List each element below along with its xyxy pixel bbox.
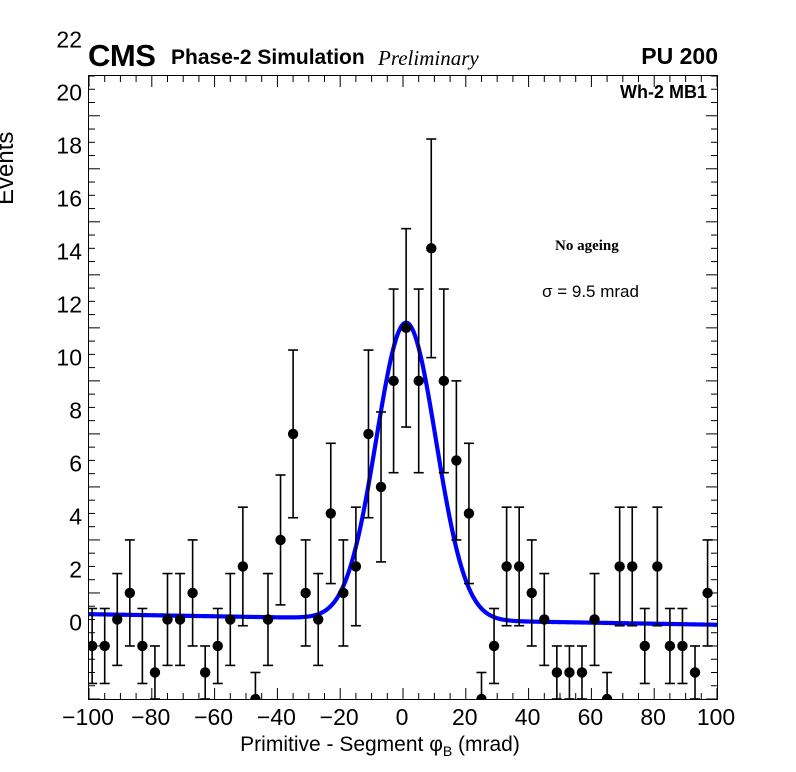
x-tick-label: 0 [395, 704, 409, 730]
x-tick-label: 40 [514, 704, 541, 730]
y-tick-label: 2 [69, 556, 82, 583]
x-axis-title: Primitive - Segment φB (mrad) [240, 733, 520, 759]
y-tick-label: 20 [56, 79, 82, 106]
y-tick-label: 0 [69, 609, 82, 636]
y-tick-label: 8 [69, 397, 82, 424]
y-tick-label: 10 [56, 344, 82, 371]
x-tick-label: 100 [696, 704, 736, 730]
x-tick-label: 80 [640, 704, 666, 730]
y-axis-tick-labels: 0 2 4 6 8 10 12 14 16 18 20 22 [32, 0, 82, 635]
y-tick-label: 22 [56, 26, 82, 53]
y-tick-label: 18 [56, 132, 82, 159]
sigma-annotation: σ = 9.5 mrad [542, 282, 639, 301]
cms-preliminary-label: Preliminary [378, 46, 479, 70]
y-axis-title: Events [0, 131, 19, 205]
y-tick-label: 16 [56, 185, 82, 212]
y-tick-label: 12 [56, 291, 82, 318]
y-tick-label: 14 [56, 238, 82, 265]
y-tick-label: 6 [69, 450, 82, 477]
x-tick-label: −60 [194, 704, 234, 730]
x-tick-label: −20 [319, 704, 359, 730]
cms-subtitle: Phase-2 Simulation [171, 46, 365, 69]
x-tick-label: 20 [452, 704, 478, 730]
plot-graphics [89, 76, 717, 699]
cms-header: CMS Phase-2 Simulation Preliminary PU 20… [88, 38, 718, 73]
ageing-annotation: No ageing [555, 238, 619, 254]
chamber-label: Wh-2 MB1 [620, 82, 707, 102]
plot-frame: Wh-2 MB1 [88, 75, 718, 700]
x-axis-title-unit: (mrad) [452, 733, 520, 756]
x-axis-title-main: Primitive - Segment φ [240, 733, 443, 756]
x-tick-label: −80 [131, 704, 171, 730]
y-tick-label: 4 [69, 503, 82, 530]
x-tick-label: 60 [577, 704, 604, 730]
pileup-label: PU 200 [641, 43, 718, 69]
x-tick-label: −100 [62, 704, 114, 730]
cms-logo: CMS [88, 38, 156, 73]
x-tick-label: −40 [256, 704, 296, 730]
x-axis-title-sub: B [442, 743, 453, 760]
x-axis-tick-labels: −100 −80 −60 −40 −20 0 20 40 60 80 100 [0, 704, 796, 740]
